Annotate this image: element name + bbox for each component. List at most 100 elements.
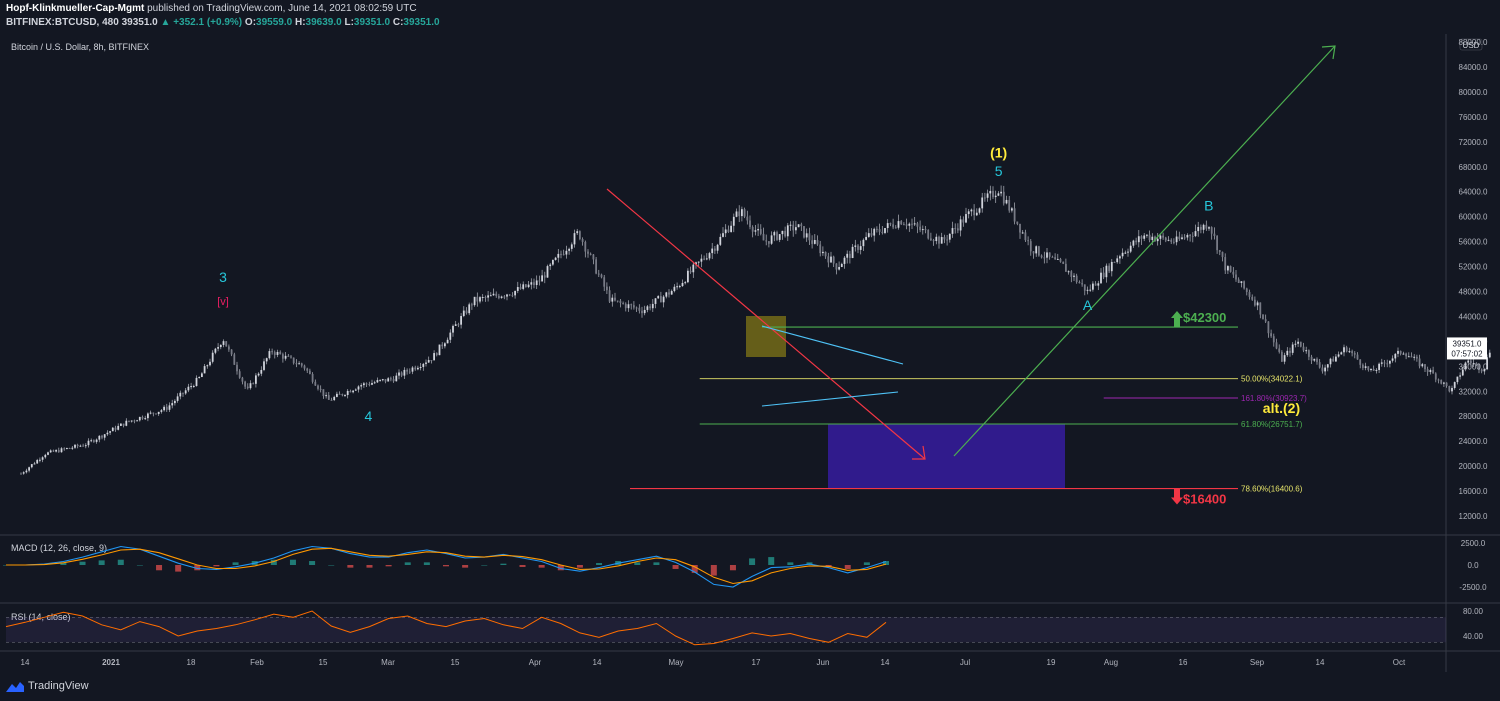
- candle: [1051, 255, 1054, 258]
- candle: [676, 282, 678, 290]
- candle: [1248, 289, 1251, 300]
- candle: [1353, 351, 1356, 359]
- time-tick-label: Mar: [381, 658, 395, 667]
- candle: [1407, 352, 1410, 358]
- candle: [762, 227, 765, 241]
- candle: [654, 298, 657, 309]
- candle: [1375, 368, 1378, 374]
- candle: [230, 349, 233, 357]
- symbol[interactable]: BITFINEX:BTCUSD, 480: [6, 17, 119, 28]
- candle: [616, 300, 619, 303]
- candle: [209, 358, 211, 367]
- candle: [838, 261, 840, 271]
- macd-histogram-bar: [404, 562, 411, 565]
- candle: [525, 283, 527, 288]
- candle: [1302, 342, 1305, 353]
- candle: [832, 255, 835, 268]
- macd-histogram-bar: [634, 562, 641, 565]
- candle: [1483, 369, 1486, 375]
- candle: [417, 365, 419, 371]
- time-tick-label: 14: [21, 658, 30, 667]
- candle: [471, 302, 473, 310]
- candle: [614, 292, 616, 302]
- candle: [433, 350, 435, 361]
- candle: [867, 228, 870, 238]
- candle: [1002, 185, 1005, 206]
- candle: [970, 208, 973, 217]
- candle: [1070, 270, 1073, 283]
- candle: [959, 215, 962, 237]
- candle: [773, 230, 776, 242]
- candle: [28, 466, 30, 473]
- candle: [498, 293, 500, 300]
- candle: [236, 361, 238, 375]
- macd-histogram-bar: [232, 562, 239, 565]
- macd-histogram-bar: [462, 565, 469, 568]
- macd-histogram-bar: [653, 562, 660, 565]
- macd-histogram-bar: [366, 565, 373, 568]
- candle: [935, 233, 938, 245]
- candle: [1348, 347, 1351, 354]
- candle: [1173, 238, 1175, 245]
- wave-label: 3: [219, 269, 227, 285]
- publisher-name[interactable]: Hopf-Klinkmueller-Cap-Mgmt: [6, 3, 145, 14]
- candle: [1343, 344, 1345, 357]
- candle: [1440, 379, 1443, 385]
- candle: [344, 394, 346, 397]
- candle: [1443, 381, 1445, 388]
- time-tick-label: Oct: [1393, 658, 1406, 667]
- macd-title: MACD (12, 26, close, 9): [11, 543, 107, 553]
- candle: [1294, 340, 1297, 348]
- candle: [1189, 234, 1191, 242]
- candle: [446, 337, 449, 344]
- candle: [951, 221, 954, 238]
- candle: [1461, 366, 1464, 377]
- candle: [63, 447, 66, 451]
- candle: [1378, 362, 1380, 374]
- macd-histogram-bar: [883, 561, 889, 565]
- candle: [565, 245, 568, 259]
- candle: [878, 223, 881, 236]
- candle: [1245, 287, 1248, 296]
- candle: [1232, 267, 1235, 278]
- candle: [805, 228, 808, 242]
- candle: [1167, 236, 1170, 242]
- macd-histogram-bar: [79, 561, 86, 565]
- candle: [611, 294, 614, 307]
- candle: [1218, 249, 1221, 256]
- candle: [25, 468, 28, 474]
- rsi-line: [5, 610, 887, 646]
- candle: [1397, 347, 1399, 358]
- candle: [290, 354, 292, 359]
- candle: [754, 224, 757, 236]
- candle: [1429, 368, 1432, 375]
- candle: [546, 264, 549, 278]
- candle: [735, 208, 738, 218]
- macd-tick-label: 2500.0: [1461, 539, 1486, 548]
- candle: [327, 392, 330, 400]
- candle: [576, 228, 579, 236]
- macd-histogram-bar: [117, 559, 124, 565]
- wave-label: 5: [995, 163, 1003, 179]
- tradingview-brand[interactable]: TradingView: [6, 680, 89, 692]
- candle: [1119, 254, 1121, 264]
- candle: [103, 434, 106, 441]
- price-tick-label: 48000.0: [1459, 288, 1488, 297]
- candle: [900, 220, 903, 226]
- time-tick-label: 16: [1179, 658, 1188, 667]
- candle: [849, 250, 851, 264]
- candle: [560, 250, 562, 259]
- candle: [287, 354, 290, 357]
- candle: [978, 207, 981, 215]
- candle: [643, 305, 646, 316]
- candle: [71, 445, 74, 450]
- candle: [114, 425, 117, 432]
- candle: [257, 372, 260, 377]
- candle: [309, 368, 311, 375]
- candle: [430, 359, 433, 364]
- candle: [657, 295, 660, 299]
- candle: [306, 367, 309, 374]
- candle: [1032, 250, 1035, 259]
- candle: [1356, 352, 1359, 360]
